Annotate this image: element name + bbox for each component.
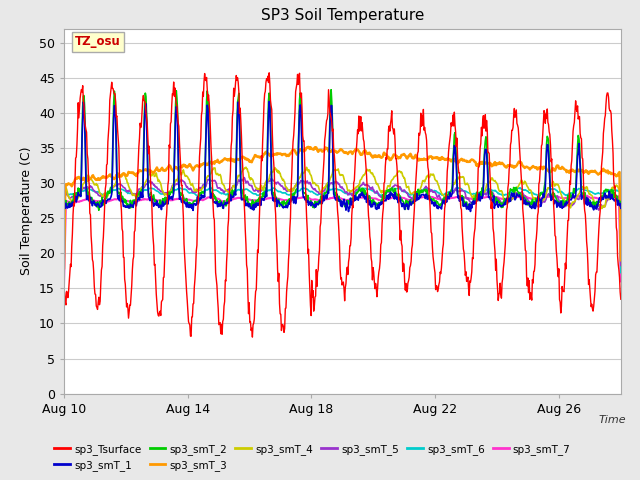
sp3_smT_6: [60, 269, 68, 275]
sp3_smT_2: [377, 200, 385, 206]
sp3_smT_3: [292, 150, 300, 156]
sp3_smT_1: [191, 201, 199, 206]
sp3_Tsurface: [191, 276, 199, 282]
sp3_smT_6: [293, 189, 301, 194]
sp3_smT_3: [263, 149, 271, 155]
sp3_smT_4: [242, 164, 250, 170]
sp3_smT_7: [292, 196, 300, 202]
sp3_smT_3: [191, 164, 199, 170]
sp3_smT_3: [305, 144, 312, 150]
Line: sp3_Tsurface: sp3_Tsurface: [64, 73, 621, 337]
Text: Time: Time: [599, 416, 627, 425]
sp3_smT_5: [60, 256, 68, 262]
sp3_smT_5: [80, 184, 88, 190]
sp3_smT_6: [617, 270, 625, 276]
sp3_smT_1: [60, 201, 68, 206]
sp3_smT_3: [376, 154, 384, 160]
sp3_smT_1: [617, 205, 625, 211]
sp3_smT_1: [377, 199, 385, 205]
Legend: sp3_Tsurface, sp3_smT_1, sp3_smT_2, sp3_smT_3, sp3_smT_4, sp3_smT_5, sp3_smT_6, : sp3_Tsurface, sp3_smT_1, sp3_smT_2, sp3_…: [50, 439, 575, 475]
sp3_smT_1: [263, 193, 271, 199]
Line: sp3_smT_3: sp3_smT_3: [64, 147, 621, 268]
sp3_smT_4: [264, 178, 271, 184]
sp3_smT_5: [293, 180, 301, 186]
Line: sp3_smT_4: sp3_smT_4: [64, 167, 621, 258]
Text: TZ_osu: TZ_osu: [75, 35, 121, 48]
sp3_smT_4: [376, 188, 384, 193]
sp3_smT_6: [264, 188, 271, 193]
sp3_smT_1: [511, 197, 519, 203]
sp3_Tsurface: [377, 242, 385, 248]
Line: sp3_smT_2: sp3_smT_2: [64, 90, 621, 210]
sp3_smT_2: [327, 87, 335, 93]
sp3_smT_2: [293, 187, 301, 192]
sp3_smT_5: [511, 194, 518, 200]
sp3_smT_4: [80, 180, 88, 186]
sp3_smT_7: [80, 197, 88, 203]
sp3_smT_2: [60, 198, 68, 204]
sp3_smT_1: [266, 99, 273, 105]
sp3_Tsurface: [266, 70, 273, 76]
sp3_smT_6: [511, 187, 518, 193]
Line: sp3_smT_5: sp3_smT_5: [64, 178, 621, 265]
sp3_smT_7: [608, 192, 616, 198]
sp3_smT_5: [264, 179, 271, 185]
sp3_smT_6: [80, 188, 88, 194]
sp3_smT_5: [240, 175, 248, 180]
sp3_Tsurface: [60, 288, 68, 293]
sp3_smT_7: [60, 280, 68, 286]
sp3_smT_4: [617, 255, 625, 261]
sp3_smT_4: [511, 192, 518, 198]
sp3_smT_5: [617, 263, 625, 268]
sp3_smT_5: [376, 193, 384, 199]
sp3_Tsurface: [294, 72, 301, 77]
sp3_smT_2: [80, 93, 88, 98]
sp3_smT_1: [80, 102, 88, 108]
sp3_smT_4: [60, 252, 68, 258]
sp3_smT_3: [60, 265, 68, 271]
sp3_smT_1: [293, 194, 301, 200]
sp3_smT_7: [191, 198, 199, 204]
Title: SP3 Soil Temperature: SP3 Soil Temperature: [260, 9, 424, 24]
sp3_smT_7: [510, 195, 518, 201]
sp3_Tsurface: [264, 78, 271, 84]
sp3_Tsurface: [617, 296, 625, 302]
sp3_smT_2: [95, 207, 102, 213]
Line: sp3_smT_1: sp3_smT_1: [64, 102, 621, 212]
sp3_smT_7: [617, 278, 625, 284]
sp3_smT_4: [191, 188, 199, 194]
sp3_smT_2: [511, 185, 519, 191]
sp3_smT_5: [191, 190, 199, 195]
sp3_smT_2: [617, 199, 625, 204]
sp3_smT_6: [191, 191, 199, 197]
sp3_smT_2: [192, 197, 200, 203]
sp3_smT_7: [376, 197, 383, 203]
sp3_Tsurface: [511, 115, 519, 120]
sp3_smT_7: [263, 196, 271, 202]
sp3_smT_3: [617, 257, 625, 263]
Line: sp3_smT_7: sp3_smT_7: [64, 195, 621, 283]
sp3_smT_6: [207, 184, 214, 190]
Y-axis label: Soil Temperature (C): Soil Temperature (C): [20, 147, 33, 276]
sp3_smT_2: [264, 152, 271, 158]
sp3_smT_3: [511, 165, 518, 170]
sp3_smT_1: [345, 209, 353, 215]
sp3_smT_3: [80, 175, 88, 181]
sp3_Tsurface: [248, 334, 256, 340]
sp3_smT_6: [376, 192, 384, 198]
sp3_smT_4: [293, 181, 301, 187]
sp3_Tsurface: [80, 103, 88, 108]
Line: sp3_smT_6: sp3_smT_6: [64, 187, 621, 273]
